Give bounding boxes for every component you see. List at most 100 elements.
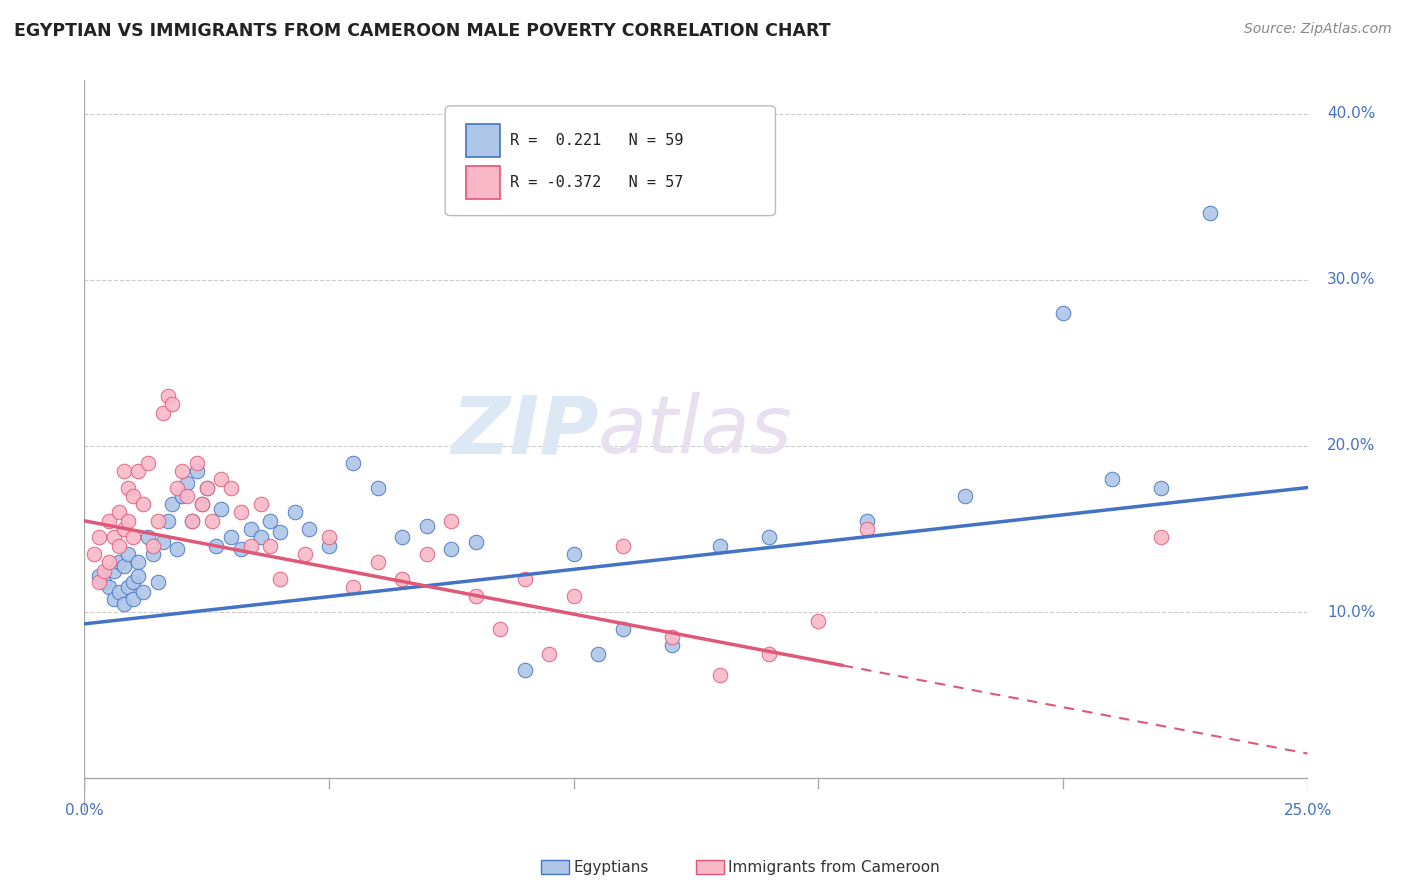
Point: [87, 530, 110, 544]
Point: [758, 530, 780, 544]
Text: R = -0.372   N = 57: R = -0.372 N = 57: [510, 175, 683, 190]
Bar: [465, 124, 501, 157]
Text: EGYPTIAN VS IMMIGRANTS FROM CAMEROON MALE POVERTY CORRELATION CHART: EGYPTIAN VS IMMIGRANTS FROM CAMEROON MAL…: [14, 22, 831, 40]
Point: [162, 397, 184, 411]
Point: [117, 547, 139, 561]
Point: [136, 456, 159, 470]
Point: [294, 547, 316, 561]
Point: [284, 506, 307, 520]
Point: [97, 555, 120, 569]
Point: [416, 547, 439, 561]
Point: [87, 568, 110, 582]
Text: 0.0%: 0.0%: [65, 804, 104, 818]
Point: [117, 580, 139, 594]
Text: 10.0%: 10.0%: [1327, 605, 1375, 620]
Point: [239, 522, 262, 536]
Point: [200, 514, 222, 528]
Point: [562, 547, 585, 561]
Point: [1150, 481, 1173, 495]
Point: [391, 572, 413, 586]
Point: [219, 481, 242, 495]
Point: [146, 514, 169, 528]
Text: 40.0%: 40.0%: [1327, 106, 1375, 121]
Point: [709, 539, 731, 553]
Point: [464, 589, 486, 603]
Point: [856, 514, 879, 528]
Point: [117, 514, 139, 528]
Point: [1052, 306, 1074, 320]
Point: [166, 481, 188, 495]
Point: [127, 464, 149, 478]
Point: [191, 497, 214, 511]
Text: 25.0%: 25.0%: [1284, 804, 1331, 818]
Point: [229, 542, 252, 557]
Point: [136, 530, 159, 544]
Point: [709, 668, 731, 682]
Point: [97, 580, 120, 594]
Point: [367, 555, 389, 569]
Point: [156, 389, 179, 403]
Point: [195, 481, 218, 495]
Point: [440, 514, 463, 528]
Point: [87, 575, 110, 590]
Point: [142, 547, 165, 561]
Point: [209, 502, 232, 516]
Point: [195, 481, 218, 495]
Point: [269, 525, 291, 540]
Point: [953, 489, 976, 503]
Point: [661, 630, 683, 644]
Point: [146, 575, 169, 590]
Text: R =  0.221   N = 59: R = 0.221 N = 59: [510, 133, 683, 148]
Point: [181, 514, 204, 528]
Point: [152, 535, 174, 549]
Point: [239, 539, 262, 553]
Point: [342, 456, 364, 470]
Point: [122, 489, 145, 503]
Point: [367, 481, 389, 495]
Point: [209, 472, 232, 486]
Point: [107, 506, 129, 520]
Point: [1101, 472, 1123, 486]
Point: [229, 506, 252, 520]
Text: atlas: atlas: [598, 392, 793, 470]
Point: [122, 575, 145, 590]
Point: [489, 622, 512, 636]
Point: [181, 514, 204, 528]
Point: [93, 575, 115, 590]
Point: [162, 497, 184, 511]
Point: [219, 530, 242, 544]
Point: [758, 647, 780, 661]
Point: [176, 475, 198, 490]
Bar: [465, 166, 501, 199]
Point: [856, 522, 879, 536]
Point: [562, 589, 585, 603]
Point: [117, 481, 139, 495]
Point: [97, 514, 120, 528]
Point: [112, 558, 135, 573]
Point: [176, 489, 198, 503]
Point: [186, 464, 208, 478]
Point: [132, 497, 155, 511]
Point: [166, 542, 188, 557]
Point: [127, 555, 149, 569]
Point: [156, 514, 179, 528]
Point: [122, 530, 145, 544]
Text: ZIP: ZIP: [451, 392, 598, 470]
Point: [83, 547, 105, 561]
Point: [107, 539, 129, 553]
Point: [112, 597, 135, 611]
Text: Immigrants from Cameroon: Immigrants from Cameroon: [728, 860, 941, 874]
Point: [93, 564, 115, 578]
Point: [807, 614, 830, 628]
Point: [416, 518, 439, 533]
Point: [586, 647, 609, 661]
Point: [538, 647, 561, 661]
Point: [612, 539, 634, 553]
Text: 30.0%: 30.0%: [1327, 272, 1375, 287]
Point: [103, 591, 125, 606]
Point: [1150, 530, 1173, 544]
Point: [205, 539, 228, 553]
Text: 20.0%: 20.0%: [1327, 439, 1375, 453]
Point: [661, 639, 683, 653]
Point: [513, 572, 536, 586]
